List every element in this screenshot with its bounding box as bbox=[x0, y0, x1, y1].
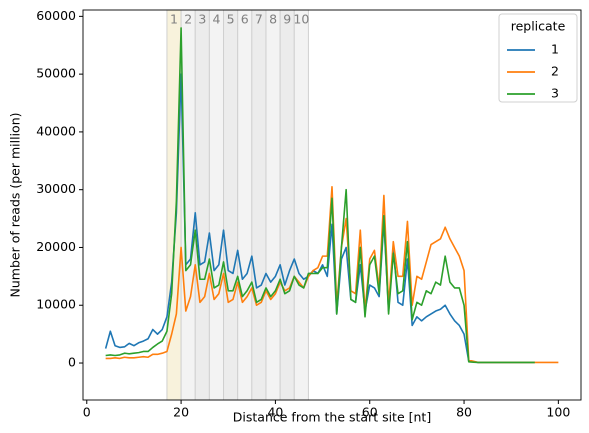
x-axis-label: Distance from the start site [nt] bbox=[233, 410, 431, 425]
legend-label: 2 bbox=[551, 64, 559, 79]
band-label: 4 bbox=[212, 12, 220, 27]
band bbox=[180, 9, 196, 401]
x-tick-label: 100 bbox=[546, 405, 570, 420]
band-label: 5 bbox=[227, 12, 235, 27]
legend-title: replicate bbox=[511, 19, 566, 34]
x-tick-label: 0 bbox=[83, 405, 91, 420]
plot-frame bbox=[82, 9, 582, 401]
band-label: 10 bbox=[293, 12, 309, 27]
x-tick-label: 40 bbox=[267, 405, 283, 420]
band-label: 7 bbox=[255, 12, 263, 27]
y-tick-label: 0 bbox=[68, 355, 76, 370]
y-tick-label: 20000 bbox=[36, 239, 76, 254]
band-label: 1 bbox=[170, 12, 178, 27]
y-tick-label: 50000 bbox=[36, 66, 76, 81]
x-tick-label: 80 bbox=[456, 405, 472, 420]
band bbox=[293, 9, 309, 401]
band bbox=[223, 9, 239, 401]
y-tick-label: 10000 bbox=[36, 297, 76, 312]
band-label: 8 bbox=[269, 12, 277, 27]
y-axis-label: Number of reads (per million) bbox=[8, 113, 23, 298]
legend-label: 1 bbox=[551, 42, 559, 57]
y-tick-label: 30000 bbox=[36, 181, 76, 196]
band bbox=[237, 9, 253, 401]
series-line bbox=[105, 27, 535, 364]
legend-label: 3 bbox=[551, 86, 559, 101]
band bbox=[251, 9, 267, 401]
band bbox=[194, 9, 210, 401]
band-label: 3 bbox=[198, 12, 206, 27]
y-tick-label: 60000 bbox=[36, 8, 76, 23]
band-label: 9 bbox=[283, 12, 291, 27]
y-tick-label: 40000 bbox=[36, 123, 76, 138]
x-tick-label: 20 bbox=[173, 405, 189, 420]
legend: replicate 1 2 3 bbox=[498, 13, 578, 103]
band bbox=[208, 9, 225, 401]
legend-box bbox=[498, 13, 578, 103]
band-label: 6 bbox=[241, 12, 249, 27]
band bbox=[279, 9, 295, 401]
band bbox=[265, 9, 281, 401]
band-label: 2 bbox=[184, 12, 192, 27]
x-tick-label: 60 bbox=[362, 405, 378, 420]
